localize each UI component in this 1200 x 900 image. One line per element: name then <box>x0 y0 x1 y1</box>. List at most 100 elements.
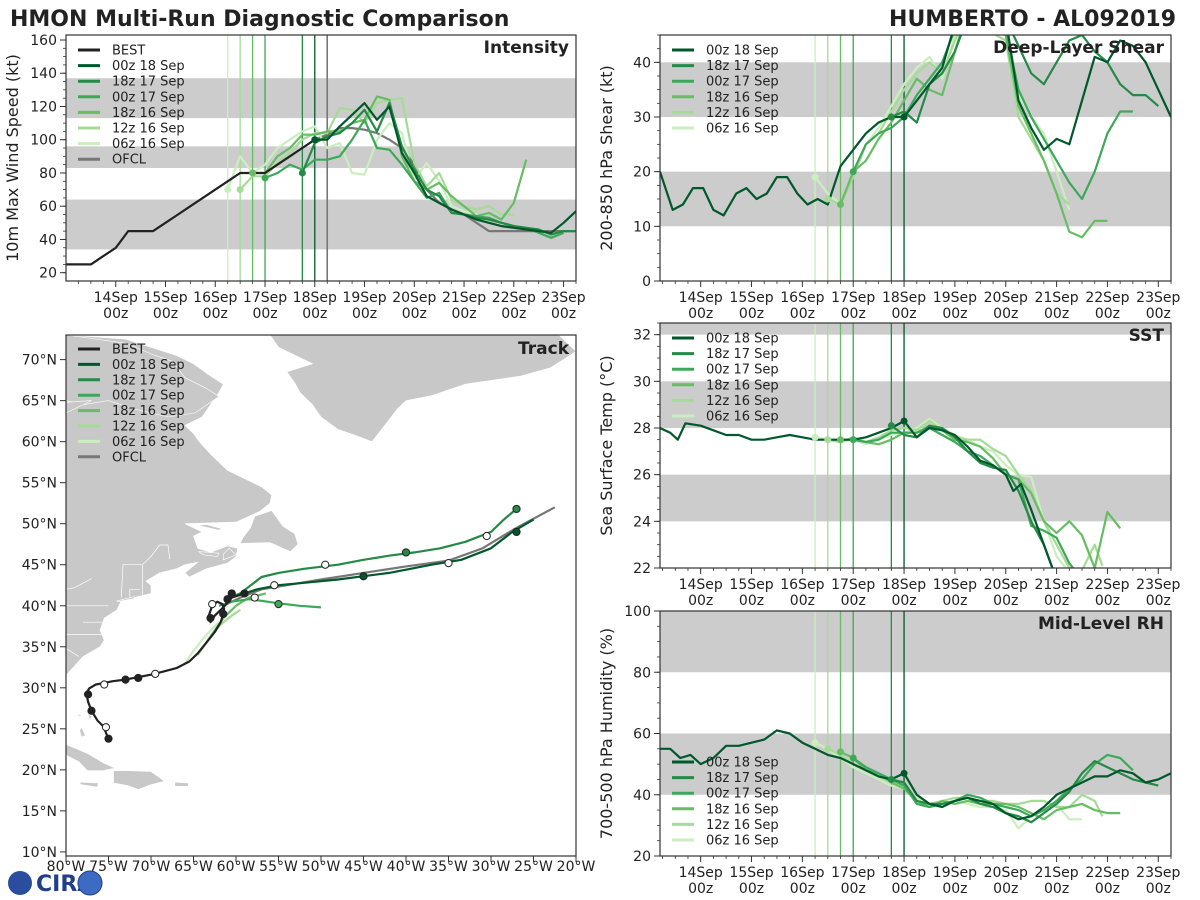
y-tick-label: 40 <box>39 232 57 248</box>
x-tick-hour: 00z <box>203 306 228 322</box>
series-line-00z-18-sep <box>314 101 576 234</box>
track-marker-best <box>240 589 249 598</box>
intensity-panel: 2040608010012014016014Sep00z15Sep00z16Se… <box>3 33 586 322</box>
y-tick-label: 28 <box>633 421 651 437</box>
series-group <box>66 95 576 266</box>
y-tick-label: 30 <box>633 110 651 126</box>
border-line <box>129 588 140 598</box>
jamaica-land <box>79 781 99 788</box>
track-marker-best <box>100 680 109 689</box>
legend-label-18z-16-sep: 18z 16 Sep <box>706 802 779 817</box>
x-tick-day: 17Sep <box>831 290 875 306</box>
y-tick-label: 20 <box>633 165 651 181</box>
x-tick-day: 14Sep <box>94 290 138 306</box>
x-tick-hour: 00z <box>1146 593 1171 609</box>
series-line-best <box>66 138 316 266</box>
x-tick-day: 20Sep <box>392 290 436 306</box>
lon-tick-label: 40°W <box>387 859 426 875</box>
track-marker-best <box>151 669 160 678</box>
border-line <box>123 544 171 566</box>
lat-tick-label: 65°N <box>22 394 57 410</box>
noaa-seal-icon <box>77 870 103 896</box>
lat-tick-label: 60°N <box>22 435 57 451</box>
x-tick-day: 23Sep <box>541 290 585 306</box>
legend-label-18z-17-sep: 18z 17 Sep <box>706 59 779 74</box>
init-point-00z-17-sep <box>849 754 857 762</box>
legend-label-18z-17-sep: 18z 17 Sep <box>112 75 185 90</box>
y-tick-label: 0 <box>642 274 651 290</box>
legend-label-18z-16-sep: 18z 16 Sep <box>112 404 185 419</box>
legend-label-ofcl: OFCL <box>112 450 147 465</box>
lon-tick-label: 65°W <box>174 859 213 875</box>
y-axis-label: 10m Max Wind Speed (kt) <box>3 54 22 262</box>
x-tick-hour: 00z <box>790 593 815 609</box>
x-tick-day: 22Sep <box>1085 865 1129 881</box>
y-tick-label: 160 <box>30 33 57 49</box>
x-tick-hour: 00z <box>841 306 866 322</box>
cira-logo: CIRA <box>8 870 103 897</box>
x-tick-day: 18Sep <box>882 865 926 881</box>
y-tick-label: 60 <box>633 727 651 743</box>
andros-bahamas-land <box>79 726 86 738</box>
x-tick-day: 23Sep <box>1136 290 1180 306</box>
legend-label-00z-18-sep: 00z 18 Sep <box>706 44 779 59</box>
legend-label-00z-18-sep: 00z 18 Sep <box>112 358 185 373</box>
x-tick-day: 23Sep <box>1136 865 1180 881</box>
series-line-06z-16-sep <box>226 121 490 224</box>
x-tick-hour: 00z <box>841 881 866 897</box>
lon-tick-label: 55°W <box>259 859 298 875</box>
y-tick-label: 20 <box>633 849 651 865</box>
track-marker-best <box>101 723 111 732</box>
x-tick-day: 19Sep <box>933 290 977 306</box>
init-point-00z-18-sep <box>900 417 908 425</box>
x-tick-hour: 00z <box>841 593 866 609</box>
x-tick-hour: 00z <box>1146 881 1171 897</box>
x-tick-day: 15Sep <box>729 577 773 593</box>
x-tick-hour: 00z <box>993 306 1018 322</box>
track-marker-best <box>121 675 130 684</box>
long-island-land <box>116 596 136 603</box>
lon-tick-label: 30°W <box>472 859 511 875</box>
y-tick-label: 60 <box>39 199 57 215</box>
track-marker-00z-18-sep <box>359 572 368 581</box>
track-line-12z-16-sep <box>196 608 241 656</box>
track-marker-best <box>208 600 217 609</box>
x-tick-hour: 00z <box>891 306 916 322</box>
track-line-00z-18-sep <box>244 518 535 595</box>
lat-tick-label: 15°N <box>22 804 57 820</box>
series-line-00z-17-sep <box>852 35 1133 201</box>
y-tick-label: 100 <box>624 604 651 620</box>
shear-panel: 01020304014Sep00z15Sep00z16Sep00z17Sep00… <box>597 34 1181 322</box>
x-tick-day: 22Sep <box>1085 290 1129 306</box>
y-axis-label: 200-850 hPa Shear (kt) <box>597 65 616 251</box>
x-tick-day: 20Sep <box>984 290 1028 306</box>
series-line-18z-17-sep <box>891 759 1159 824</box>
track-marker-best <box>227 589 236 598</box>
init-point-06z-16-sep <box>224 186 232 194</box>
track-marker-best <box>134 673 143 683</box>
x-tick-day: 17Sep <box>243 290 287 306</box>
x-tick-day: 21Sep <box>442 290 486 306</box>
shaded-band <box>660 381 1171 428</box>
init-point-00z-18-sep <box>900 769 908 777</box>
track-marker-best <box>250 593 259 602</box>
series-line-18z-16-sep <box>252 95 528 221</box>
legend-label-12z-16-sep: 12z 16 Sep <box>706 394 779 409</box>
lon-tick-label: 60°W <box>217 859 256 875</box>
y-axis-label: Sea Surface Temp (°C) <box>597 355 616 535</box>
panel-title: SST <box>1129 326 1165 346</box>
lat-tick-label: 10°N <box>22 845 57 861</box>
legend-label-00z-18-sep: 00z 18 Sep <box>706 756 779 771</box>
lat-tick-label: 55°N <box>22 476 57 492</box>
track-marker-00z-17-sep <box>274 600 283 609</box>
legend-label-18z-17-sep: 18z 17 Sep <box>112 373 185 388</box>
lat-tick-label: 45°N <box>22 558 57 574</box>
x-tick-day: 19Sep <box>933 577 977 593</box>
x-tick-day: 15Sep <box>729 865 773 881</box>
series-line-00z-18-sep <box>660 419 1054 568</box>
track-marker-best <box>223 595 232 604</box>
puerto-rico-land <box>174 781 189 787</box>
lat-tick-label: 40°N <box>22 599 57 615</box>
plot-frame <box>65 34 577 282</box>
legend-label-00z-17-sep: 00z 17 Sep <box>112 389 185 404</box>
